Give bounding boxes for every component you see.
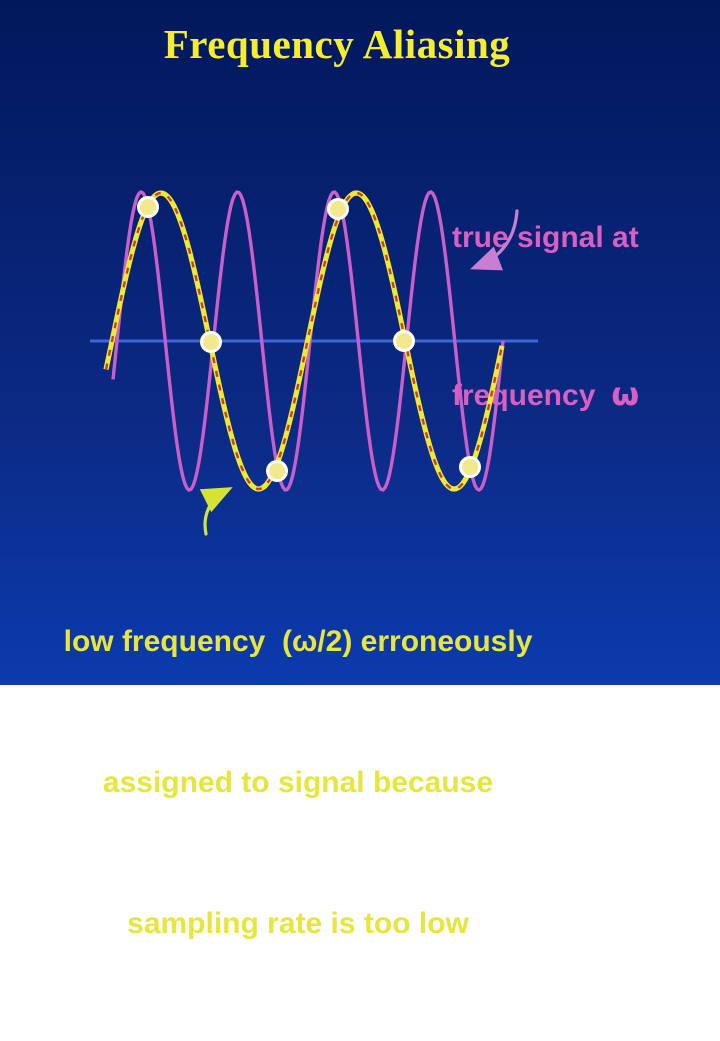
true-signal-label-line1: true signal at [452,221,639,254]
alias-note-line2: assigned to signal because [102,766,494,799]
true-signal-label: true signal at frequency ω [452,108,639,526]
alias-note-line3: sampling rate is too low [127,907,469,940]
sample-points [137,196,481,482]
slide: Frequency Aliasing true signal at freque… [0,0,720,940]
arrow-to-true-signal [470,209,519,271]
alias-note: low frequency (ω/2) erroneously assigned… [0,524,598,1041]
sample-point [459,456,481,478]
true-signal-label-line2: frequency ω [452,368,639,422]
alias-note-line1: low frequency (ω/2) erroneously [63,625,533,658]
sample-point [137,196,159,218]
sample-point [200,331,222,353]
aliased-wave-dash-overlay [104,191,504,491]
arrow-to-aliased-wave [199,487,233,536]
sample-point [393,330,415,352]
omega-symbol: ω [611,375,640,413]
slide-title: Frequency Aliasing [163,21,511,67]
sample-point [327,198,349,220]
sample-point [266,460,288,482]
true-signal-wave [111,190,505,492]
aliasing-figure [90,190,538,536]
true-signal-label-word: frequency [452,379,596,412]
